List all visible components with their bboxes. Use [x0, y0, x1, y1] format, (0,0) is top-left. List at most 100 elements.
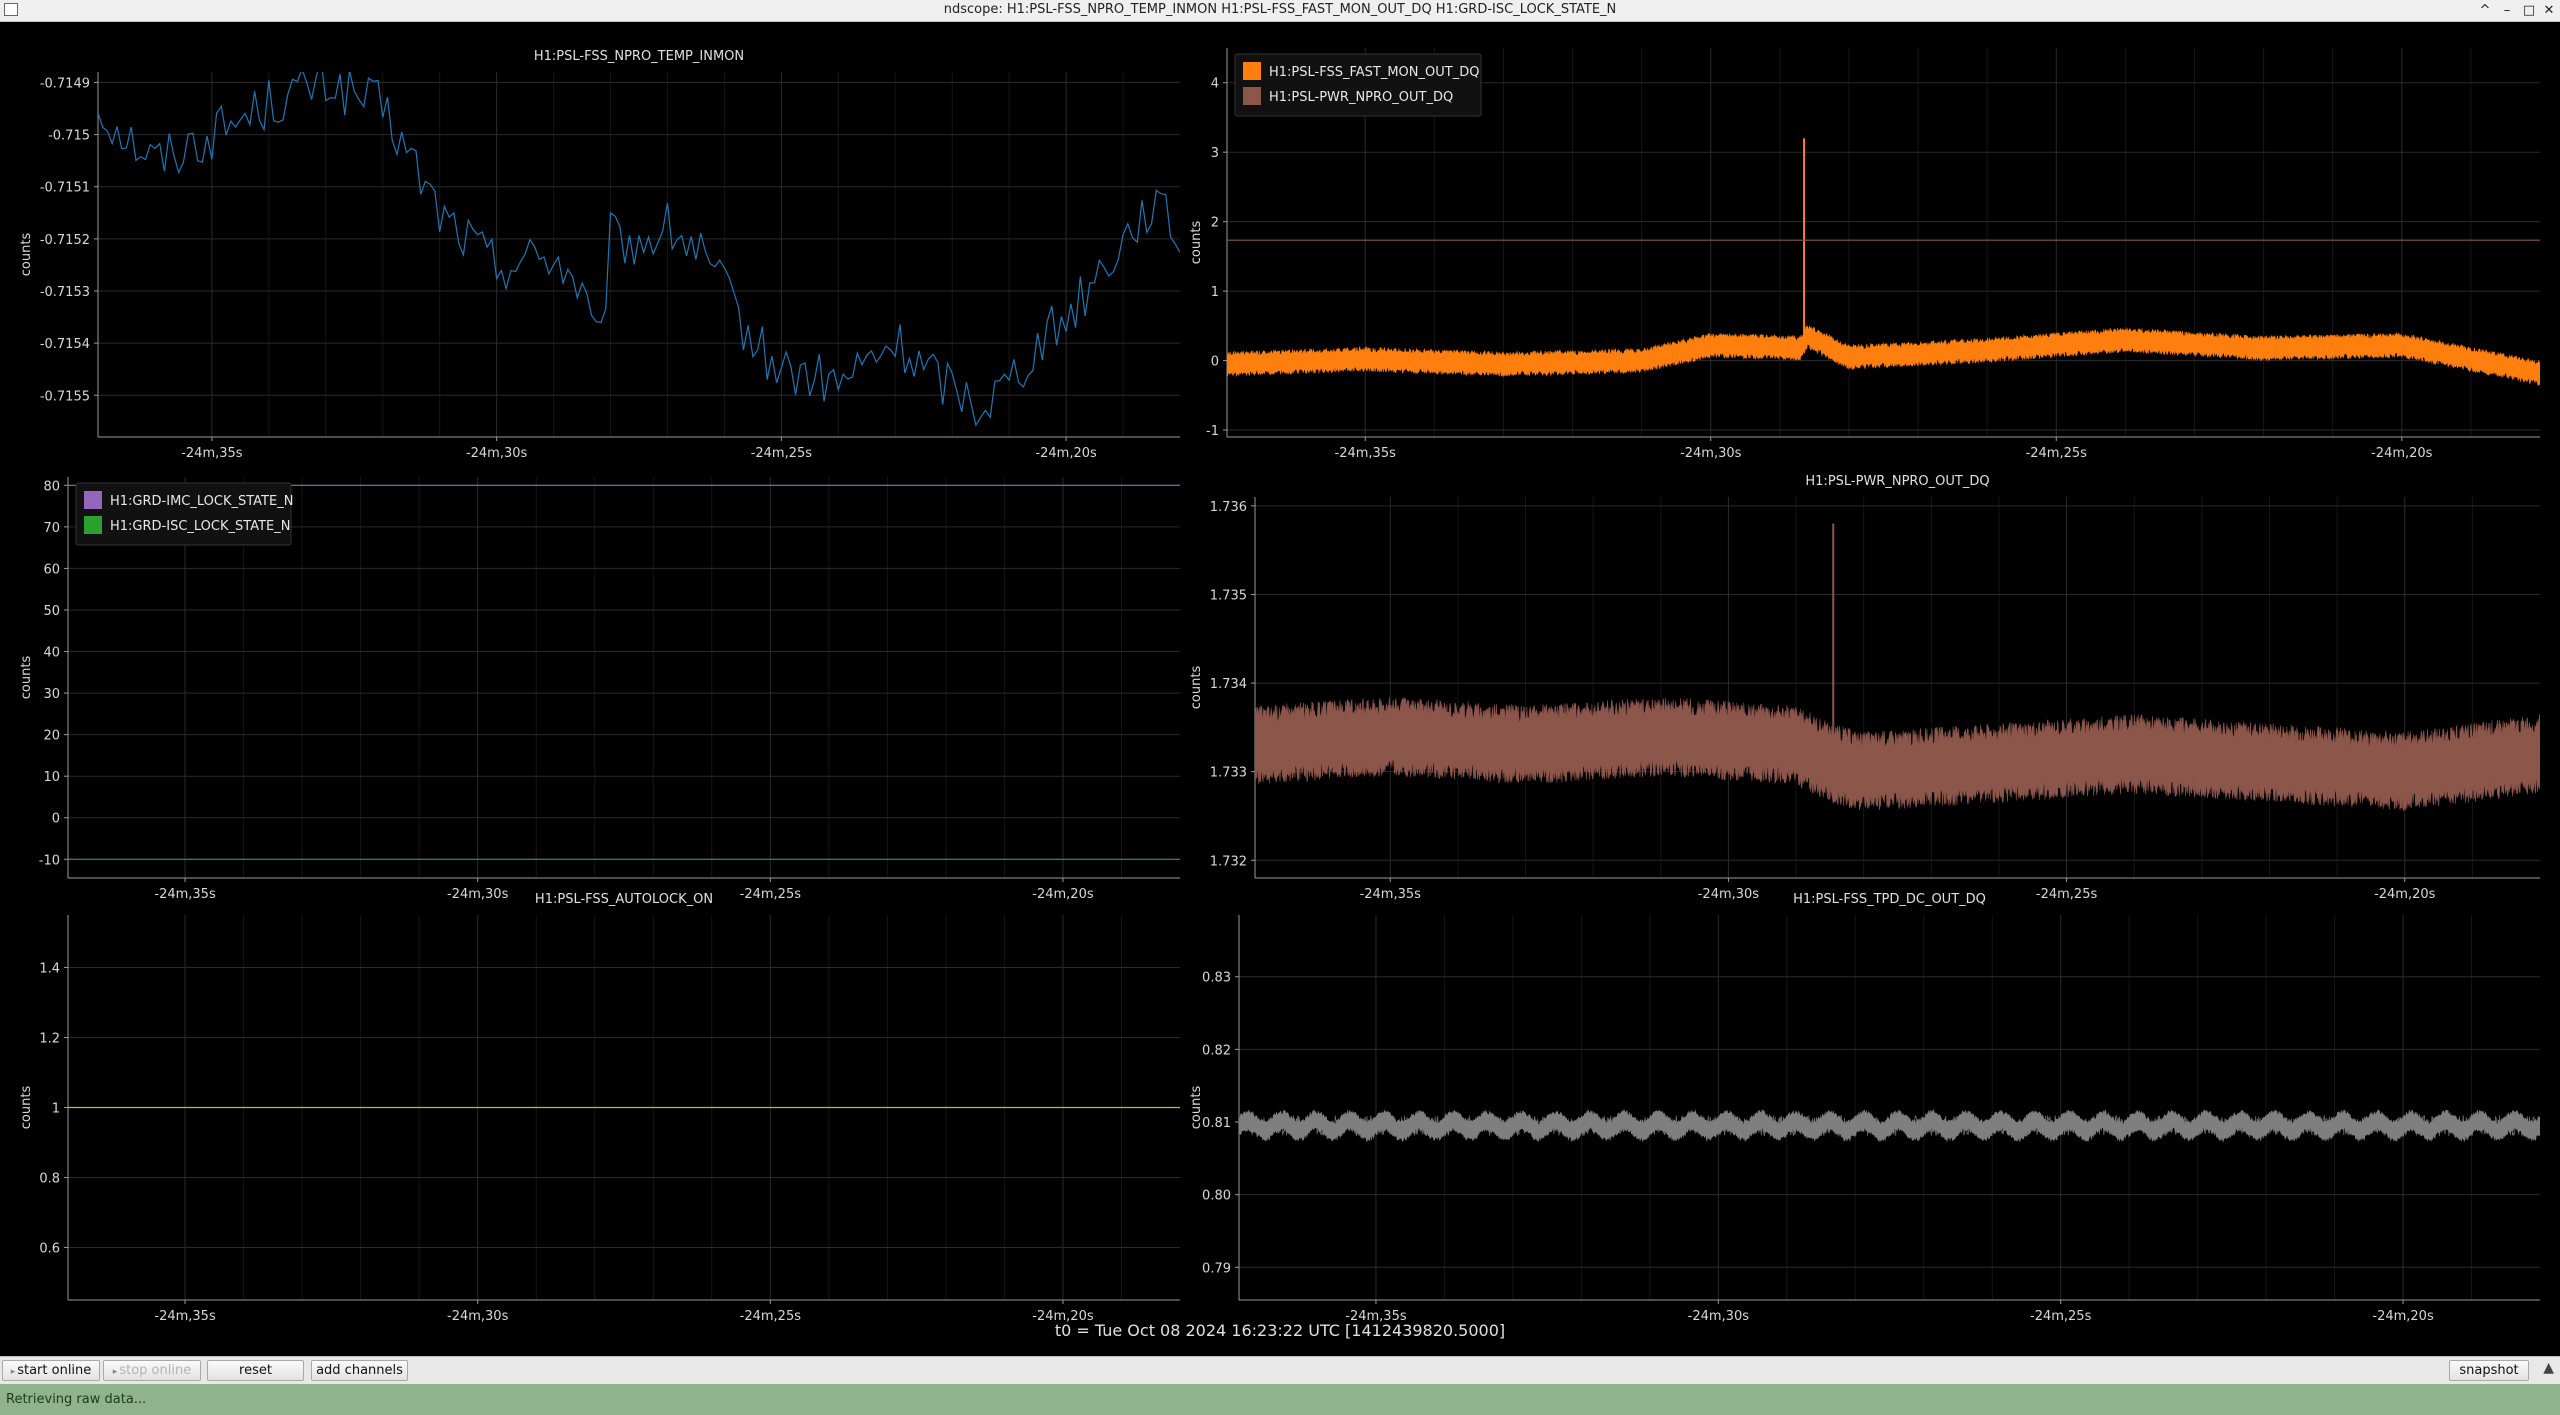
y-tick-label: 0.82	[1202, 1043, 1231, 1058]
y-tick-label: 4	[1211, 77, 1219, 92]
window-collapse-button[interactable]: ^	[2479, 3, 2491, 18]
legend-swatch	[84, 516, 102, 534]
legend: H1:PSL-FSS_FAST_MON_OUT_DQ H1:PSL-PWR_NPR…	[1234, 53, 1482, 117]
y-tick-label: 1.732	[1210, 854, 1247, 869]
plot-title: H1:PSL-FSS_NPRO_TEMP_INMON	[534, 49, 744, 64]
legend-label: H1:PSL-PWR_NPRO_OUT_DQ	[1269, 90, 1453, 105]
y-tick-label: 0	[1211, 355, 1219, 370]
status-message: Retrieving raw data...	[6, 1392, 147, 1407]
y-tick-label: 0.81	[1202, 1116, 1231, 1131]
y-tick-label: 1.736	[1210, 500, 1247, 515]
y-tick-label: -0.7149	[40, 76, 90, 91]
y-tick-label: -0.7155	[40, 389, 90, 404]
chevron-up-icon[interactable]: ▲	[2543, 1360, 2554, 1376]
x-tick-label: -24m,20s	[1035, 446, 1097, 461]
y-axis-label: counts	[19, 1086, 34, 1130]
start-online-label: start online	[17, 1363, 92, 1378]
x-tick-label: -24m,25s	[2036, 887, 2098, 902]
y-tick-label: -0.7152	[40, 233, 90, 248]
legend-label: H1:PSL-FSS_FAST_MON_OUT_DQ	[1269, 65, 1479, 80]
x-tick-label: -24m,25s	[2026, 446, 2088, 461]
y-tick-label: 0.80	[1202, 1189, 1231, 1204]
x-tick-label: -24m,20s	[1032, 1309, 1094, 1324]
y-tick-label: 1.733	[1210, 766, 1247, 781]
y-tick-label: 3	[1211, 146, 1219, 161]
window-close-button[interactable]: ✕	[2543, 3, 2555, 18]
series-group	[1239, 1108, 2540, 1143]
series-group	[98, 72, 1180, 427]
y-tick-label: 20	[43, 729, 60, 744]
legend-swatch	[1243, 62, 1261, 80]
series-trace	[1255, 699, 2540, 809]
window-minimize-button[interactable]: –	[2503, 3, 2511, 18]
y-tick-label: -0.7153	[40, 285, 90, 300]
x-tick-label: -24m,35s	[154, 1309, 216, 1324]
y-tick-label: 0.83	[1202, 971, 1231, 986]
plot-panel-5[interactable]: 1.4 1.2 1 0.8 0.6 -24m,35s -24m,30s -24m,25s -24…	[19, 892, 1180, 1324]
x-tick-label: -24m,35s	[1360, 887, 1422, 902]
x-tick-label: -24m,30s	[447, 887, 509, 902]
x-tick-label: -24m,30s	[1698, 887, 1760, 902]
y-tick-label: 10	[43, 770, 60, 785]
series-line-H1:PSL-FSS_NPRO_TEMP_INMON	[98, 72, 1180, 427]
x-tick-label: -24m,30s	[447, 1309, 509, 1324]
y-tick-label: 0.79	[1202, 1261, 1231, 1276]
legend-box	[75, 482, 292, 546]
y-tick-label: 50	[43, 604, 60, 619]
plot-panel-3[interactable]: 80 70 60 50 40 30 20 10 0 -10 -24m,35s -24m,30s -24m…	[19, 477, 1180, 902]
x-tick-label: -24m,25s	[740, 1309, 802, 1324]
plot-panel-1[interactable]: -0.7149 -0.715 -0.7151 -0.7152 -0.7153 -0.715…	[19, 49, 1180, 461]
t0-timestamp: t0 = Tue Oct 08 2024 16:23:22 UTC [14124…	[1054, 1321, 1506, 1340]
y-tick-label: 70	[43, 521, 60, 536]
y-axis-label: counts	[1189, 666, 1204, 710]
x-tick-label: -24m,25s	[751, 446, 813, 461]
y-tick-label: 80	[43, 479, 60, 494]
add-channels-button[interactable]: add channels	[311, 1360, 408, 1381]
reset-button[interactable]: reset	[207, 1360, 304, 1381]
x-tick-label: -24m,25s	[740, 887, 802, 902]
x-tick-label: -24m,20s	[2372, 1309, 2434, 1324]
plot-panel-4[interactable]: 1.736 1.735 1.734 1.733 1.732 -24m,35s -24m,30…	[1189, 474, 2540, 902]
plot-panel-2[interactable]: 4 3 2 1 0 -1 -24m,35s -24m,30s -24m,25s -24m,20s c…	[1189, 48, 2540, 461]
x-tick-label: -24m,30s	[1680, 446, 1742, 461]
window-maximize-button[interactable]: □	[2522, 3, 2536, 18]
y-tick-label: 2	[1211, 216, 1219, 231]
x-tick-label: -24m,25s	[2030, 1309, 2092, 1324]
play-icon: ▸	[112, 1367, 118, 1377]
series-trace	[1227, 326, 2540, 381]
legend: H1:GRD-IMC_LOCK_STATE_N H1:GRD-ISC_LOCK_S…	[75, 482, 293, 546]
y-tick-label: -1	[1206, 424, 1219, 439]
legend-label: H1:GRD-ISC_LOCK_STATE_N	[110, 519, 290, 534]
x-tick-label: -24m,30s	[466, 446, 528, 461]
x-tick-label: -24m,20s	[1032, 887, 1094, 902]
window-title: ndscope: H1:PSL-FSS_NPRO_TEMP_INMON H1:P…	[943, 2, 1617, 17]
series-trace	[1239, 1114, 2540, 1137]
x-tick-label: -24m,30s	[1688, 1309, 1750, 1324]
snapshot-button[interactable]: snapshot	[2449, 1360, 2529, 1381]
legend-box	[1234, 53, 1482, 117]
x-tick-label: -24m,35s	[1335, 446, 1397, 461]
y-tick-label: 60	[43, 562, 60, 577]
plot-grid[interactable]: -0.7149 -0.715 -0.7151 -0.7152 -0.7153 -0.715…	[0, 22, 2560, 1330]
y-tick-label: 0	[52, 812, 60, 827]
plot-panel-6[interactable]: 0.83 0.82 0.81 0.80 0.79 -24m,35s -24m,30s -24m…	[1189, 892, 2540, 1324]
legend-swatch	[84, 491, 102, 509]
y-tick-label: 0.6	[39, 1242, 60, 1257]
y-tick-label: 1.2	[39, 1032, 60, 1047]
y-axis-label: counts	[19, 233, 34, 277]
stop-online-button: ▸ stop online	[103, 1360, 201, 1381]
y-tick-label: -0.715	[48, 129, 90, 144]
plot-title: H1:PSL-FSS_TPD_DC_OUT_DQ	[1793, 892, 1986, 907]
x-tick-label: -24m,20s	[2374, 887, 2436, 902]
y-tick-label: 1.734	[1210, 677, 1247, 692]
play-icon: ▸	[10, 1367, 16, 1377]
y-tick-label: 1.4	[39, 962, 60, 977]
x-tick-label: -24m,35s	[181, 446, 243, 461]
y-tick-label: 30	[43, 687, 60, 702]
app-icon	[4, 3, 18, 16]
y-tick-label: 0.8	[39, 1172, 60, 1187]
x-tick-label: -24m,35s	[1345, 1309, 1407, 1324]
x-tick-label: -24m,20s	[2371, 446, 2433, 461]
status-bar: Retrieving raw data...	[0, 1384, 2560, 1415]
start-online-button[interactable]: ▸ start online	[2, 1360, 100, 1381]
